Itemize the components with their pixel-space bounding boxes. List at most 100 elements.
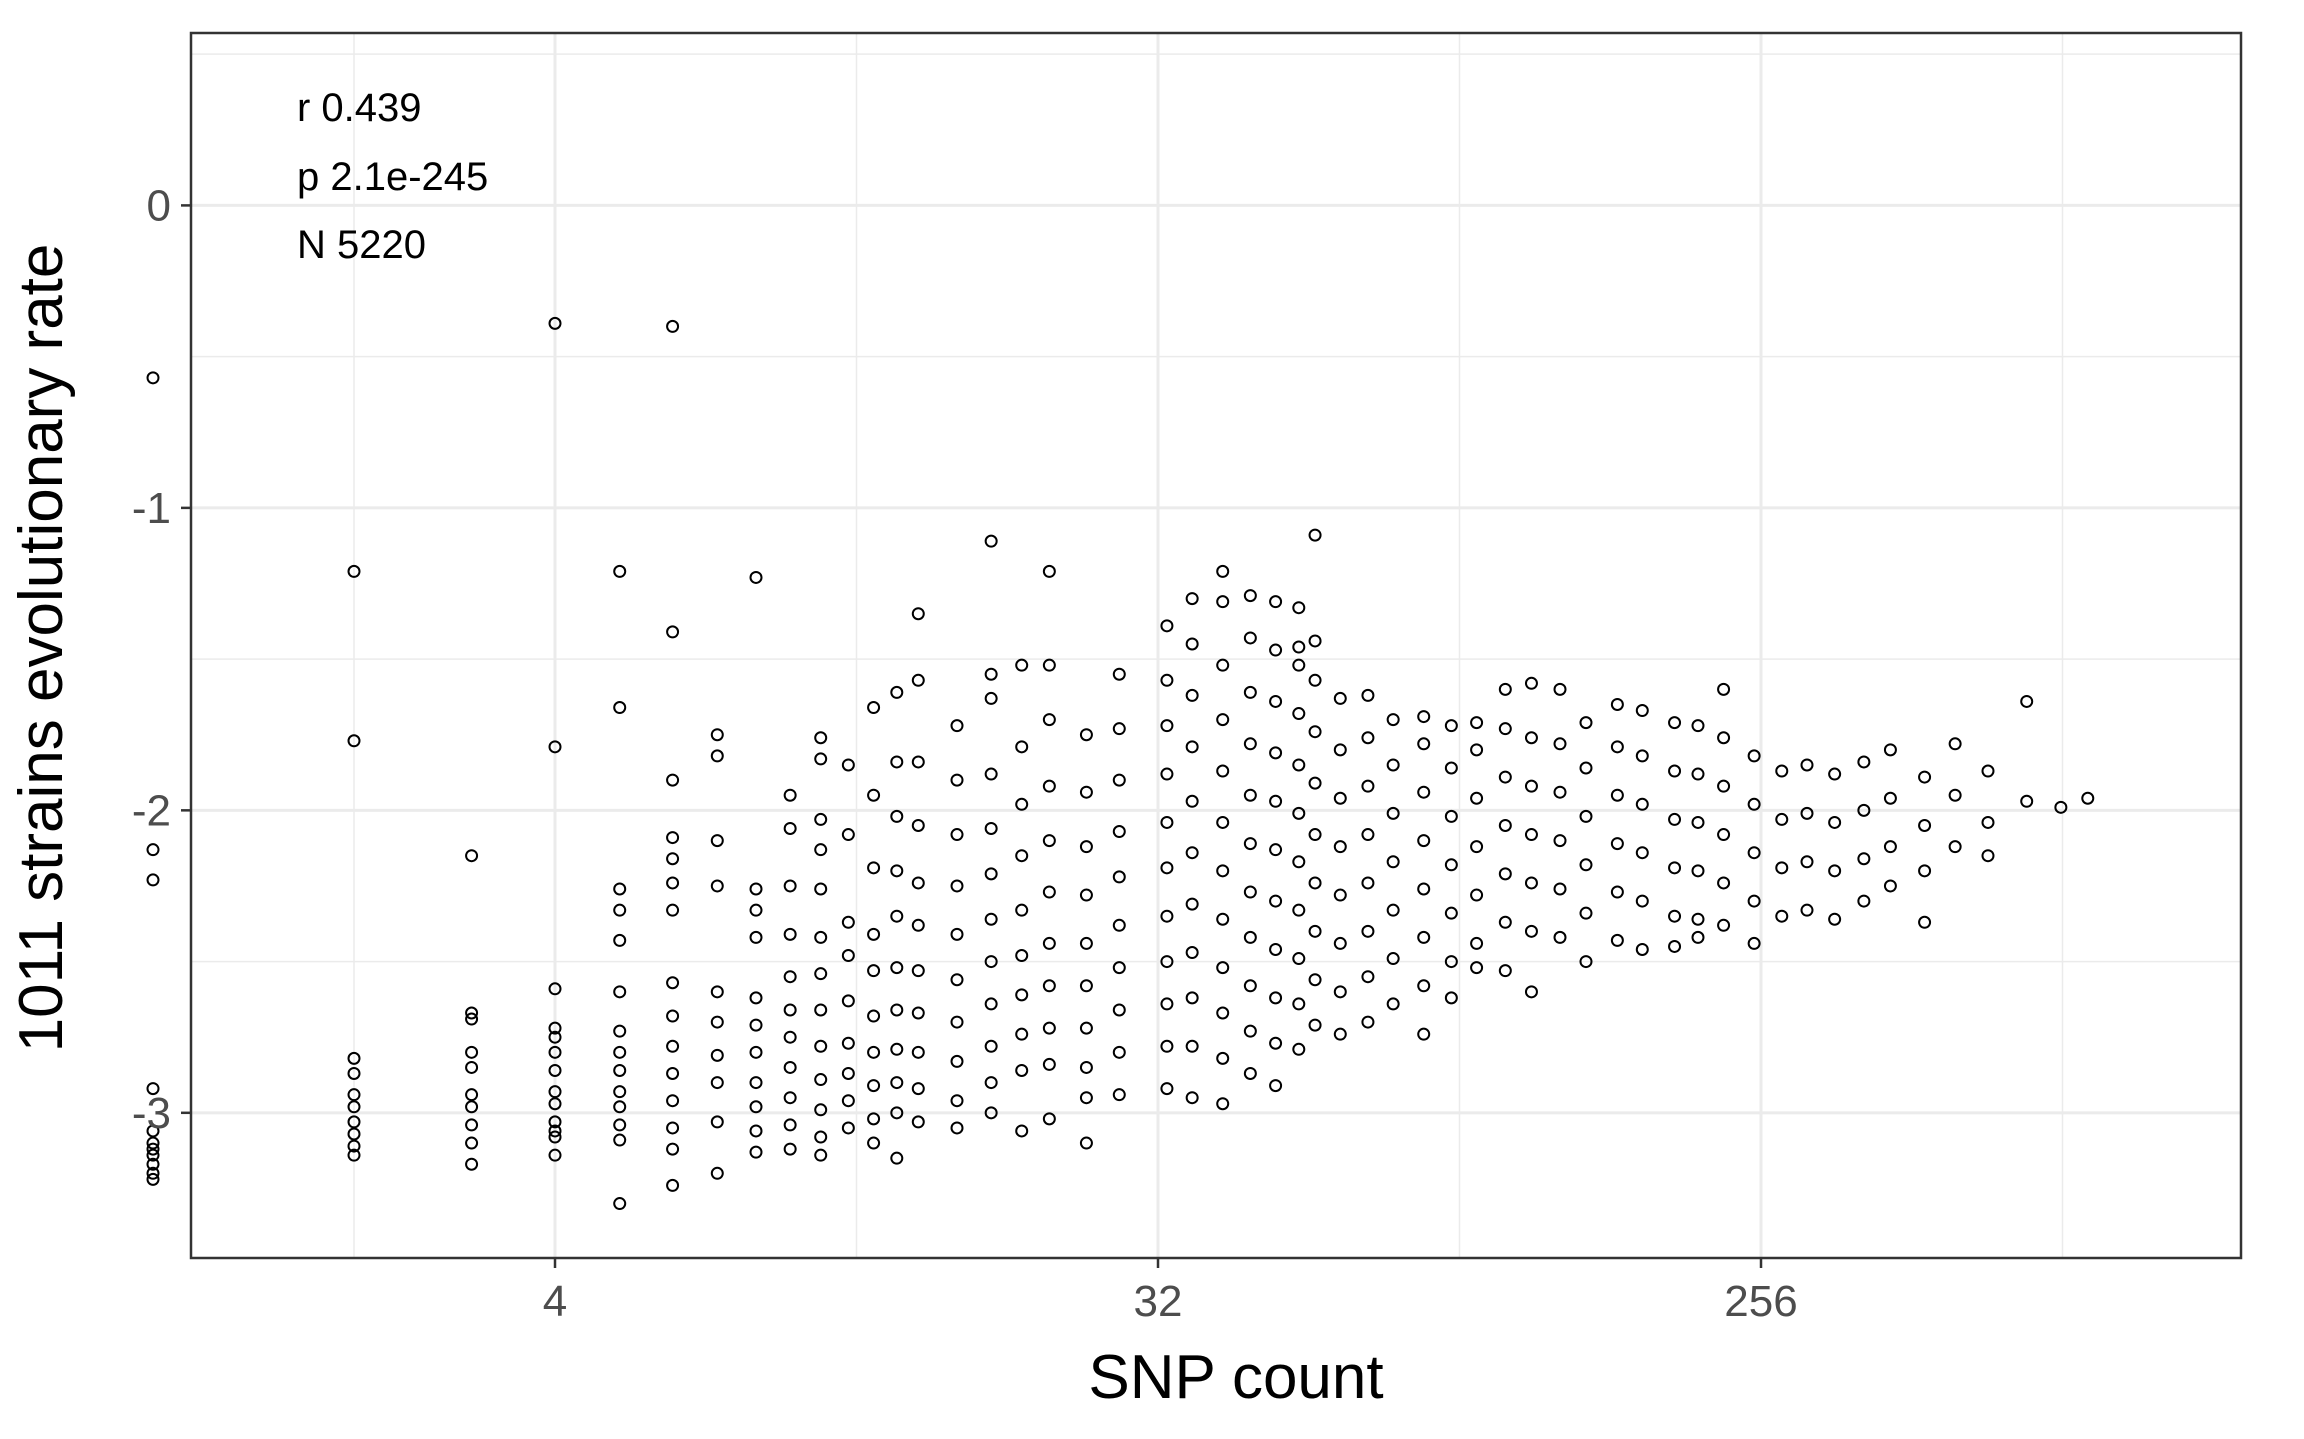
data-point	[984, 667, 998, 681]
data-point	[1333, 1027, 1347, 1041]
data-point	[1857, 894, 1871, 908]
data-point	[911, 1082, 925, 1096]
data-point	[2054, 800, 2068, 814]
data-point	[1918, 770, 1932, 784]
data-point	[1185, 637, 1199, 651]
data-point	[710, 1166, 724, 1180]
data-point	[890, 1151, 904, 1165]
data-point	[1444, 761, 1458, 775]
data-point	[1635, 894, 1649, 908]
data-point	[1216, 658, 1230, 672]
data-point	[146, 1157, 160, 1171]
data-point	[347, 1066, 361, 1080]
data-point	[950, 1015, 964, 1029]
data-point	[814, 752, 828, 766]
data-point	[1668, 812, 1682, 826]
data-point	[841, 1066, 855, 1080]
data-point	[465, 1157, 479, 1171]
data-point	[749, 1100, 763, 1114]
data-point	[984, 1106, 998, 1120]
data-point	[1361, 924, 1375, 938]
data-point	[783, 1118, 797, 1132]
data-point	[2020, 694, 2034, 708]
data-point	[1269, 1036, 1283, 1050]
data-point	[1243, 737, 1257, 751]
data-point	[950, 719, 964, 733]
data-point	[548, 1045, 562, 1059]
data-point	[1333, 743, 1347, 757]
data-point	[146, 843, 160, 857]
data-point	[710, 1048, 724, 1062]
data-point	[2020, 794, 2034, 808]
data-point	[1333, 888, 1347, 902]
data-point	[548, 1097, 562, 1111]
data-point	[666, 773, 680, 787]
data-point	[1498, 682, 1512, 696]
data-point	[1079, 785, 1093, 799]
data-point	[1775, 764, 1789, 778]
data-point	[1635, 942, 1649, 956]
data-point	[749, 1145, 763, 1159]
data-point	[984, 821, 998, 835]
data-point	[1553, 834, 1567, 848]
data-point	[1417, 930, 1431, 944]
data-point	[1243, 930, 1257, 944]
data-point	[1386, 758, 1400, 772]
data-point	[613, 1085, 627, 1099]
data-point	[1308, 924, 1322, 938]
data-point	[613, 933, 627, 947]
data-point	[613, 1024, 627, 1038]
data-point	[1747, 846, 1761, 860]
data-point	[1015, 903, 1029, 917]
data-point	[950, 1054, 964, 1068]
data-point	[890, 1106, 904, 1120]
data-point	[666, 831, 680, 845]
data-point	[666, 1178, 680, 1192]
data-point	[749, 903, 763, 917]
data-point	[1361, 731, 1375, 745]
data-point	[1185, 846, 1199, 860]
data-point	[950, 1121, 964, 1135]
data-point	[666, 976, 680, 990]
data-point	[890, 961, 904, 975]
data-point	[1243, 589, 1257, 603]
data-point	[1691, 719, 1705, 733]
data-point	[1185, 740, 1199, 754]
data-point	[1470, 936, 1484, 950]
data-point	[867, 1136, 881, 1150]
data-point	[814, 1148, 828, 1162]
data-point	[2081, 791, 2095, 805]
data-point	[1216, 912, 1230, 926]
data-point	[1775, 812, 1789, 826]
data-point	[749, 991, 763, 1005]
data-point	[146, 1142, 160, 1156]
data-point	[146, 1166, 160, 1180]
data-point	[1333, 840, 1347, 854]
data-point	[984, 534, 998, 548]
data-point	[1112, 961, 1126, 975]
data-point	[1444, 955, 1458, 969]
data-point	[146, 1148, 160, 1162]
data-point	[867, 927, 881, 941]
data-point	[1042, 834, 1056, 848]
data-point	[465, 849, 479, 863]
data-point	[1417, 737, 1431, 751]
data-point	[1553, 930, 1567, 944]
data-point	[1160, 673, 1174, 687]
data-point	[1470, 888, 1484, 902]
data-point	[890, 755, 904, 769]
data-point	[1112, 773, 1126, 787]
data-point	[841, 758, 855, 772]
data-point	[890, 685, 904, 699]
data-point	[1717, 828, 1731, 842]
data-point	[666, 1009, 680, 1023]
data-point	[814, 1039, 828, 1053]
data-point	[1015, 949, 1029, 963]
data-point	[1691, 930, 1705, 944]
data-point	[890, 1076, 904, 1090]
data-point	[548, 1085, 562, 1099]
data-point	[911, 1006, 925, 1020]
data-point	[613, 564, 627, 578]
data-point	[347, 1100, 361, 1114]
data-point	[1948, 840, 1962, 854]
